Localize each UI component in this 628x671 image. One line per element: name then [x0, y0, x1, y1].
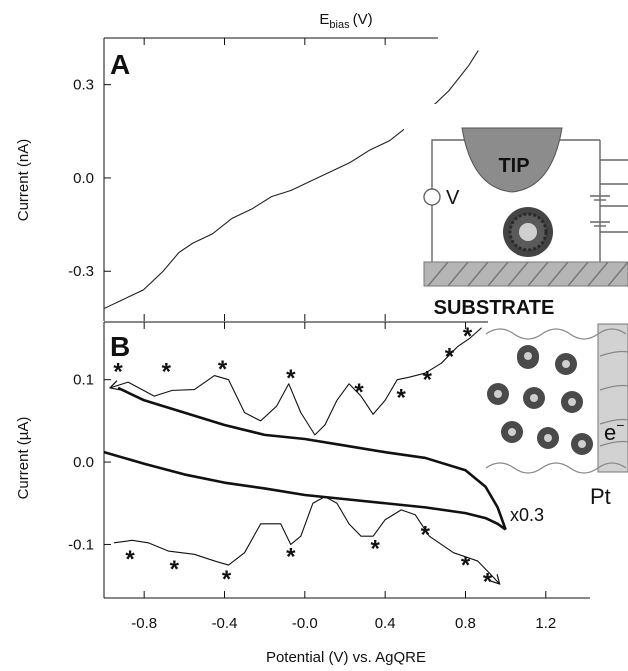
- nanocluster-core-icon: [508, 428, 516, 436]
- panel-b-lines: [103, 327, 507, 585]
- nanocluster-core-icon: [524, 352, 532, 360]
- peak-marker: *: [170, 556, 180, 583]
- panel-b-x-tick-label: 0.4: [375, 615, 396, 632]
- panel-a-letter: A: [110, 49, 130, 80]
- nanocluster-core-icon: [562, 360, 570, 368]
- peak-markers: * * * * * * * * * * * * * * * * *: [113, 323, 493, 596]
- nanocluster-core-icon: [544, 434, 552, 442]
- peak-marker: *: [461, 552, 471, 579]
- panel-b-x-tick-label: -0.8: [131, 615, 157, 632]
- panel-b-x-tick-label: 0.8: [455, 615, 476, 632]
- peak-marker: *: [354, 379, 364, 406]
- wavy-lines: [485, 328, 628, 474]
- nanocluster-core-icon: [530, 394, 538, 402]
- panel-b-y-tick-label: -0.1: [68, 536, 94, 553]
- upper-sweep-arrow-icon: [108, 380, 120, 391]
- pt-label: Pt: [590, 484, 611, 509]
- panel-b-axes: [103, 321, 590, 599]
- nanocluster-core-icon: [578, 440, 586, 448]
- panel-a-y-tick-label: -0.3: [68, 263, 94, 280]
- peak-marker: *: [286, 544, 296, 571]
- panel-b-letter: B: [110, 331, 130, 362]
- panel-a-y-ticks: 0.3 0.0 -0.3: [68, 77, 111, 280]
- tip-label: TIP: [498, 155, 529, 177]
- lower-sweep-arrow-icon: [489, 574, 501, 585]
- cv-curve-3: [103, 450, 507, 531]
- peak-marker: *: [218, 356, 228, 383]
- panel-a-x-ticks: [143, 38, 386, 321]
- panel-a-y-label: Current (nA): [15, 139, 32, 222]
- stm-junction-inset: V TIP SUBSTRATE: [404, 104, 628, 319]
- stm-tip-icon: [461, 127, 563, 193]
- peak-marker: *: [162, 358, 172, 385]
- panel-b-x-tick-label: -0.0: [292, 615, 318, 632]
- nanocluster-film-icon: [487, 345, 593, 455]
- electron-label: e−: [604, 417, 624, 445]
- panel-b-x-label: Potential (V) vs. AgQRE: [266, 649, 426, 666]
- dpv-curve-0: [109, 327, 482, 436]
- panel-b-x-tick-label: 1.2: [535, 615, 556, 632]
- panel-b-x-ticks: -0.8 -0.4 -0.0 0.4 0.8 1.2: [131, 322, 556, 632]
- nanocluster-icon: [503, 207, 553, 257]
- peak-marker: *: [222, 566, 232, 593]
- panel-b-y-label: Current (µA): [15, 417, 32, 500]
- panel-b-y-tick-label: 0.1: [73, 372, 94, 389]
- electrode-inset: e− Pt: [485, 323, 628, 509]
- top-axis-label: Ebias (V): [319, 11, 372, 31]
- nanocluster-core-icon: [494, 390, 502, 398]
- peak-marker: *: [113, 358, 123, 385]
- peak-marker: *: [423, 367, 433, 394]
- peak-marker: *: [286, 365, 296, 392]
- nanocluster-core-icon: [568, 398, 576, 406]
- peak-marker: *: [370, 535, 380, 562]
- panel-a-y-tick-label: 0.0: [73, 170, 94, 187]
- cv-curve-2: [117, 386, 507, 531]
- pt-electrode: [597, 323, 628, 473]
- panel-b-y-tick-label: 0.0: [73, 454, 94, 471]
- scale-note: x0.3: [510, 505, 544, 525]
- peak-marker: *: [397, 385, 407, 412]
- panel-b-x-tick-label: -0.4: [212, 615, 238, 632]
- voltage-source-icon: [423, 188, 441, 206]
- panel-a-y-tick-label: 0.3: [73, 77, 94, 94]
- panel-b-y-ticks: 0.1 0.0 -0.1: [68, 372, 111, 553]
- peak-marker: *: [125, 546, 135, 573]
- substrate-label: SUBSTRATE: [434, 297, 555, 319]
- peak-marker: *: [445, 343, 455, 370]
- peak-marker: *: [463, 323, 473, 350]
- dpv-curve-1: [113, 496, 501, 585]
- substrate-icon: [423, 261, 628, 287]
- peak-marker: *: [421, 521, 431, 548]
- voltage-label: V: [446, 187, 460, 209]
- panel-a-axes: [103, 37, 438, 321]
- peak-marker: *: [483, 568, 493, 595]
